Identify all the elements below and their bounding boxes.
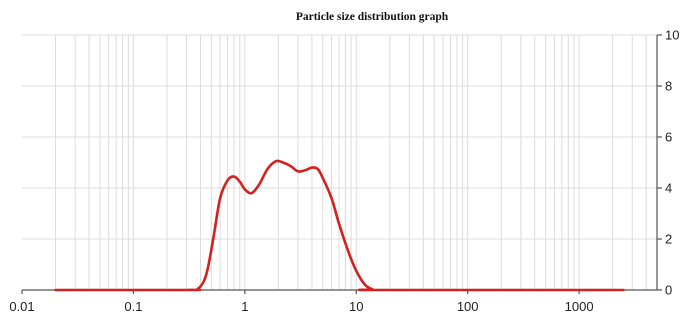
chart-title: Particle size distribution graph (296, 11, 449, 23)
y-tick-label: 6 (665, 130, 672, 145)
y-tick-label: 2 (665, 232, 672, 247)
x-tick-label: 100 (457, 299, 479, 314)
y-tick-label: 10 (665, 28, 679, 43)
x-tick-label: 1 (241, 299, 248, 314)
y-tick-label: 0 (665, 283, 672, 298)
x-tick-label: 10 (349, 299, 363, 314)
x-axis-ticks: 0.01 0.1 1 10 100 1000 (9, 290, 594, 314)
x-tick-label: 1000 (565, 299, 594, 314)
series-layer (54, 159, 625, 292)
y-axis-ticks: 0 2 4 6 8 10 (657, 28, 679, 298)
x-tick-label: 0.01 (9, 299, 34, 314)
x-tick-label: 0.1 (124, 299, 142, 314)
plot-grid (22, 34, 657, 290)
y-tick-label: 8 (665, 79, 672, 94)
y-tick-label: 4 (665, 181, 672, 196)
distribution-line (54, 159, 625, 292)
